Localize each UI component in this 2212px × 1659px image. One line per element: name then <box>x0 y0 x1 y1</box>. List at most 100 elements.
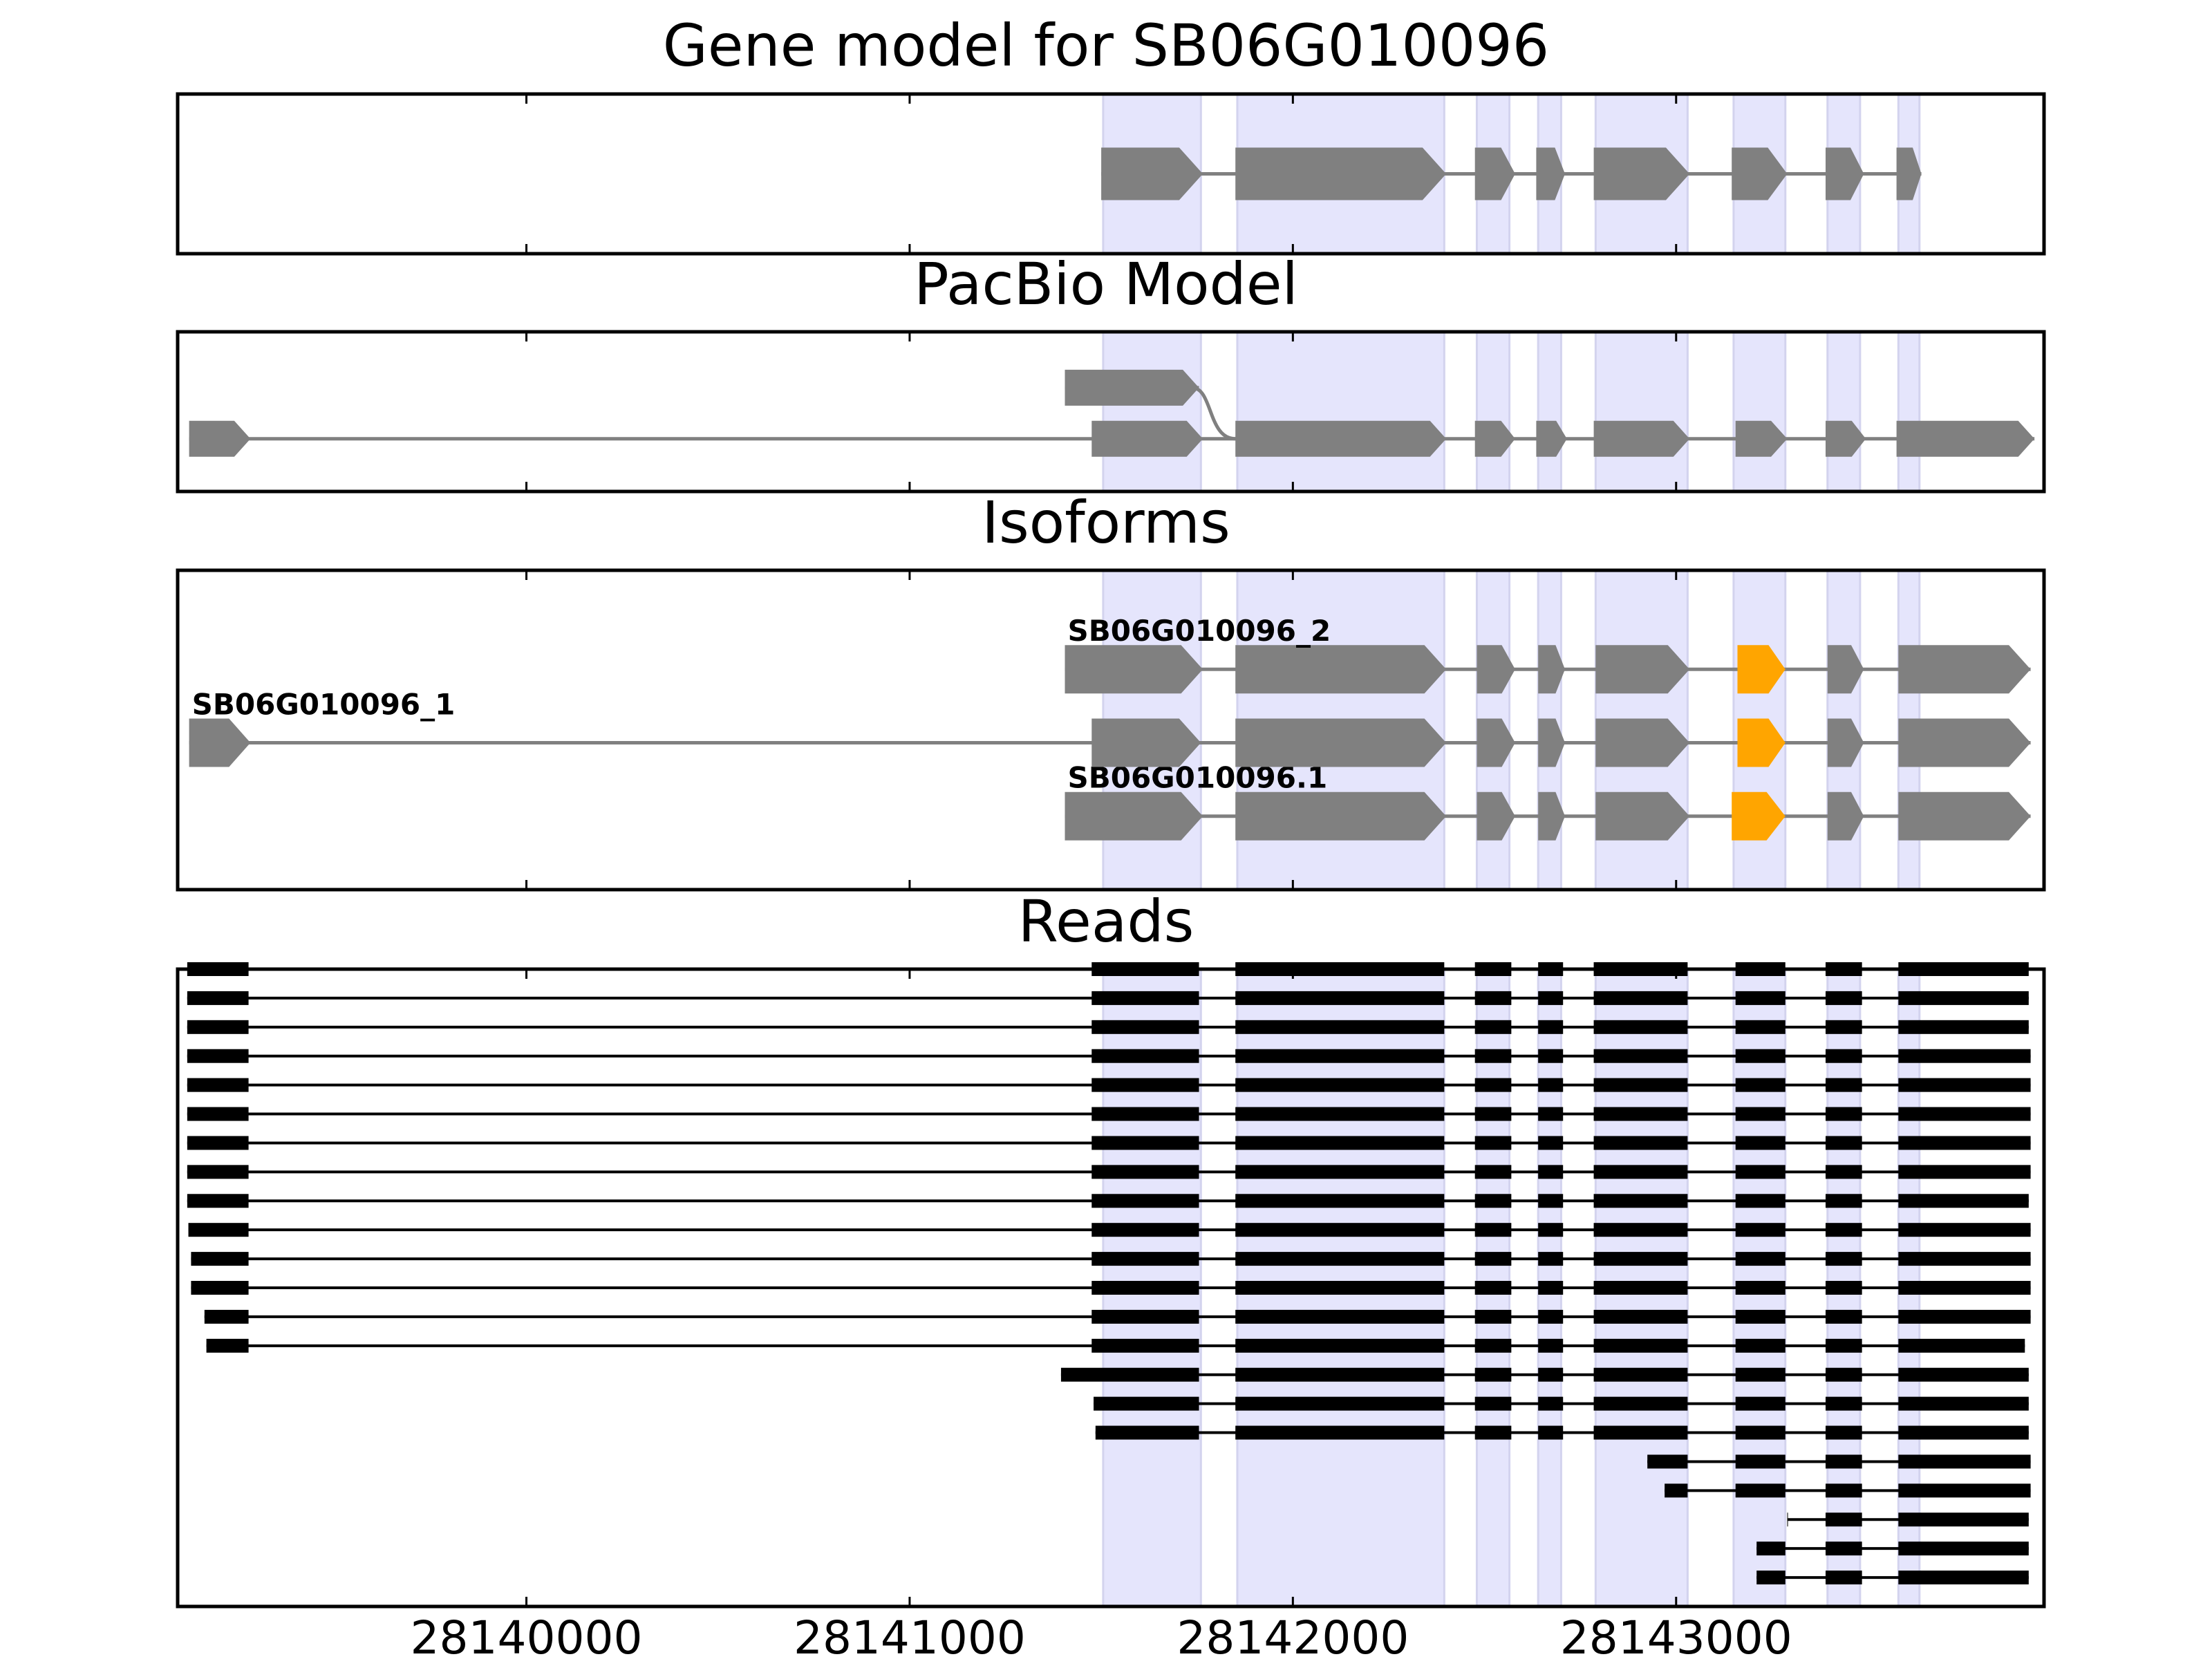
read-block-4-5 <box>1593 1078 1688 1092</box>
highlight-region-5 <box>1732 330 1787 493</box>
exon-0-5 <box>1732 147 1788 200</box>
axes-frame-2 <box>176 568 2046 892</box>
read-block-15-4 <box>1593 1396 1688 1411</box>
exon-0-3 <box>1474 420 1515 457</box>
exon-0-1 <box>1235 147 1447 200</box>
read-block-20-1 <box>1825 1541 1862 1556</box>
read-block-13-0 <box>206 1338 249 1353</box>
read-block-12-8 <box>1898 1309 2031 1324</box>
read-block-16-2 <box>1474 1425 1512 1440</box>
read-block-20-0 <box>1756 1541 1785 1556</box>
read-block-15-6 <box>1825 1396 1862 1411</box>
panel-reads: Reads <box>176 888 2046 1609</box>
read-block-8-0 <box>187 1194 249 1208</box>
read-block-12-3 <box>1474 1309 1512 1324</box>
read-block-18-1 <box>1735 1483 1785 1498</box>
read-block-13-6 <box>1735 1338 1785 1353</box>
read-block-14-1 <box>1235 1367 1445 1382</box>
axes-frame-0 <box>176 92 2046 256</box>
read-block-3-8 <box>1898 1049 2031 1063</box>
x-axis: 28140000 28141000 28142000 28143000 <box>411 1611 1792 1659</box>
read-block-13-8 <box>1898 1338 2025 1353</box>
exon-0-0 <box>1101 147 1203 200</box>
read-block-1-0 <box>187 991 249 1005</box>
panel-isoforms: Isoforms SB06G010096.1SB06G010096_1SB06G… <box>176 489 2046 892</box>
read-block-5-0 <box>187 1107 249 1121</box>
exon-0-4 <box>1593 147 1690 200</box>
read-block-5-8 <box>1898 1107 2031 1121</box>
read-block-10-4 <box>1538 1252 1564 1266</box>
exon-2-7 <box>1898 645 2031 694</box>
read-block-2-5 <box>1593 1020 1688 1034</box>
panel-pacbio-model: PacBio Model <box>176 250 2046 494</box>
read-block-5-4 <box>1538 1107 1564 1121</box>
read-block-4-3 <box>1474 1078 1512 1092</box>
exon-0-3 <box>1538 791 1565 841</box>
read-block-2-2 <box>1235 1020 1445 1034</box>
read-block-11-7 <box>1825 1281 1862 1295</box>
read-block-18-0 <box>1665 1483 1688 1498</box>
exon-0-3 <box>1536 147 1565 200</box>
read-block-3-6 <box>1735 1049 1785 1063</box>
read-block-8-2 <box>1235 1194 1445 1208</box>
read-block-5-5 <box>1593 1107 1688 1121</box>
read-block-9-1 <box>1091 1223 1199 1237</box>
x-tick-label-2: 28142000 <box>1177 1611 1409 1659</box>
exon-1-0 <box>189 718 251 767</box>
read-block-3-1 <box>1091 1049 1199 1063</box>
exon-1-0 <box>1065 369 1199 406</box>
exon-0-6 <box>1735 420 1788 457</box>
read-block-1-4 <box>1538 991 1564 1005</box>
read-block-21-0 <box>1756 1571 1785 1585</box>
exon-1-1 <box>1091 718 1201 767</box>
exon-2-5 <box>1737 645 1785 694</box>
panel-title-pacbio-model: PacBio Model <box>914 250 1298 318</box>
read-block-2-1 <box>1091 1020 1199 1034</box>
exon-2-6 <box>1827 645 1864 694</box>
read-block-3-0 <box>187 1049 249 1063</box>
read-block-4-1 <box>1091 1078 1199 1092</box>
read-block-10-2 <box>1235 1252 1445 1266</box>
read-block-10-5 <box>1593 1252 1688 1266</box>
read-block-2-7 <box>1825 1020 1862 1034</box>
read-block-16-5 <box>1735 1425 1785 1440</box>
read-block-11-8 <box>1898 1281 2031 1295</box>
read-block-12-5 <box>1593 1309 1688 1324</box>
read-block-11-1 <box>1091 1281 1199 1295</box>
read-block-8-4 <box>1538 1194 1564 1208</box>
read-block-1-1 <box>1091 991 1199 1005</box>
read-block-8-5 <box>1593 1194 1688 1208</box>
read-block-17-0 <box>1647 1454 1688 1469</box>
read-block-20-2 <box>1898 1541 2029 1556</box>
read-block-7-6 <box>1735 1165 1785 1179</box>
read-block-2-8 <box>1898 1020 2029 1034</box>
exon-2-3 <box>1538 645 1565 694</box>
read-block-10-8 <box>1898 1252 2031 1266</box>
read-block-12-2 <box>1235 1309 1445 1324</box>
exon-0-5 <box>1593 420 1690 457</box>
exon-1-2 <box>1235 718 1447 767</box>
read-block-18-3 <box>1898 1483 2031 1498</box>
exon-0-6 <box>1827 791 1864 841</box>
read-block-2-4 <box>1538 1020 1564 1034</box>
read-block-12-4 <box>1538 1309 1564 1324</box>
read-block-6-2 <box>1235 1136 1445 1150</box>
exon-0-7 <box>1898 791 2031 841</box>
read-block-3-5 <box>1593 1049 1688 1063</box>
read-block-17-1 <box>1735 1454 1785 1469</box>
read-block-5-3 <box>1474 1107 1512 1121</box>
read-block-3-7 <box>1825 1049 1862 1063</box>
read-block-8-3 <box>1474 1194 1512 1208</box>
exon-0-5 <box>1732 791 1785 841</box>
exon-0-7 <box>1826 420 1866 457</box>
read-block-17-2 <box>1825 1454 1862 1469</box>
read-block-1-8 <box>1898 991 2029 1005</box>
exon-0-0 <box>1065 791 1203 841</box>
exon-1-7 <box>1827 718 1864 767</box>
highlight-region-3 <box>1537 330 1562 493</box>
read-block-5-7 <box>1825 1107 1862 1121</box>
read-block-2-0 <box>187 1020 249 1034</box>
exon-1-3 <box>1477 718 1515 767</box>
exon-0-6 <box>1826 147 1864 200</box>
read-block-8-7 <box>1825 1194 1862 1208</box>
